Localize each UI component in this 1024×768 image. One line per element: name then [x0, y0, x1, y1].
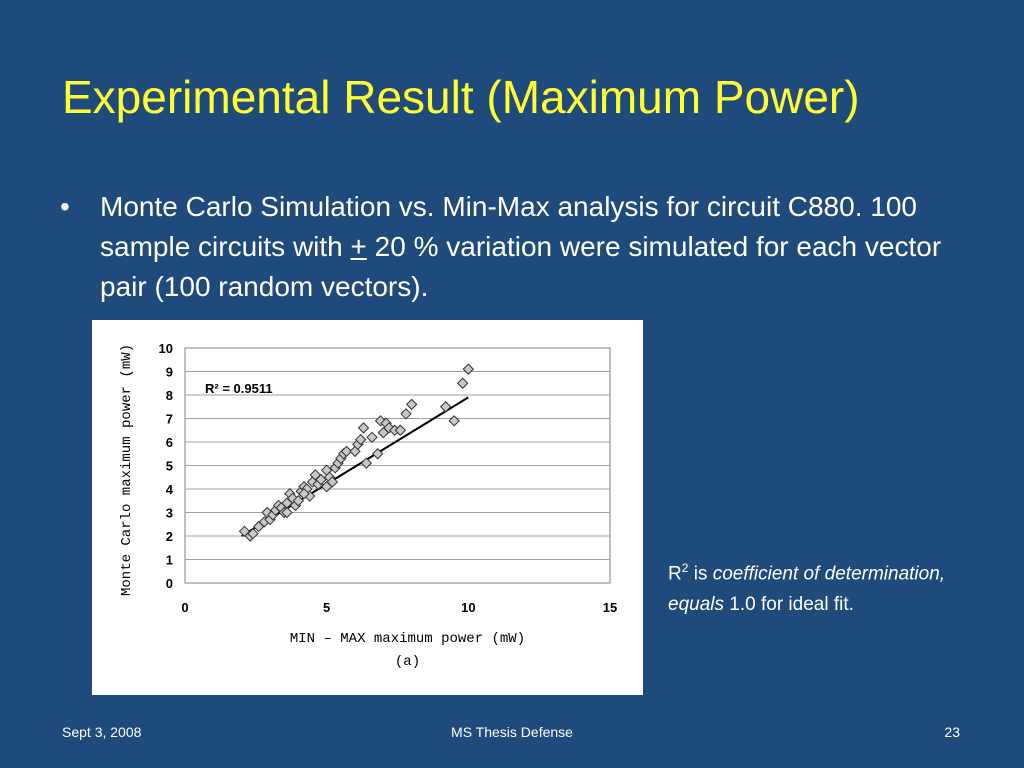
data-point	[292, 495, 305, 507]
data-point	[366, 431, 378, 444]
x-tick-label: 5	[323, 600, 330, 615]
scatter-chart: 0 1 2 3 4 5 6 7 8 9 10 0 5 10 15 R² = 0.9511 MIN – MAX m…	[92, 320, 643, 695]
data-point	[354, 433, 367, 446]
data-point	[456, 377, 469, 389]
y-axis-label: Monte Carlo maximum power (mW)	[119, 344, 135, 596]
data-point	[298, 487, 310, 500]
footer-page-number: 23	[944, 724, 960, 740]
data-point	[448, 415, 460, 427]
bullet-text-end: 20 % variation were simulated for each v…	[100, 231, 942, 302]
data-point	[281, 506, 293, 519]
data-point	[405, 398, 418, 411]
data-point	[357, 422, 370, 434]
note-is: is	[688, 563, 713, 585]
data-point	[349, 445, 361, 458]
y-tick-label: 10	[159, 341, 173, 356]
r-squared-annotation: R² = 0.9511	[205, 381, 273, 396]
chart-caption: (a)	[395, 654, 420, 670]
bullet-text-start: Monte Carlo Simulation vs. Min-Max analy…	[100, 191, 917, 262]
chart-svg: 0 1 2 3 4 5 6 7 8 9 10 0 5 10 15 R² = 0.9511 MIN – MAX m…	[119, 341, 617, 670]
note-superscript: 2	[681, 561, 689, 575]
plus-minus-sign: +	[350, 231, 367, 262]
y-tick-label: 8	[166, 388, 173, 403]
y-tick-label: 6	[166, 435, 173, 450]
note-rest: 1.0 for ideal fit.	[724, 594, 854, 616]
r-squared-note: R2 is coefficient of determination, equa…	[668, 553, 988, 620]
data-point	[371, 448, 384, 460]
x-tick-label: 10	[461, 600, 475, 615]
footer-date: Sept 3, 2008	[62, 724, 142, 740]
data-point	[315, 473, 327, 486]
x-tick-label: 0	[181, 600, 188, 615]
data-point	[439, 401, 452, 413]
data-point	[400, 408, 412, 420]
y-tick-label: 9	[166, 365, 173, 380]
data-point	[320, 480, 333, 493]
y-tick-label: 3	[166, 506, 173, 521]
bullet-text: Monte Carlo Simulation vs. Min-Max analy…	[100, 187, 960, 307]
x-tick-label: 15	[603, 600, 617, 615]
slide-title: Experimental Result (Maximum Power)	[62, 71, 860, 123]
note-r: R	[668, 563, 682, 585]
y-tick-label: 2	[166, 529, 173, 544]
x-axis-label: MIN – MAX maximum power (mW)	[290, 631, 525, 647]
y-tick-label: 0	[166, 576, 173, 591]
data-point	[247, 527, 259, 540]
y-tick-label: 5	[166, 459, 173, 474]
bullet-marker: •	[60, 191, 70, 222]
note-definition: coefficient of determination, equals	[668, 563, 946, 616]
data-point	[394, 424, 407, 436]
data-point	[360, 457, 373, 469]
y-tick-label: 1	[166, 553, 173, 568]
data-point	[340, 445, 353, 458]
y-tick-label: 4	[166, 482, 174, 497]
y-tick-label: 7	[166, 412, 173, 427]
footer-title: MS Thesis Defense	[451, 724, 573, 740]
data-point	[462, 363, 475, 375]
